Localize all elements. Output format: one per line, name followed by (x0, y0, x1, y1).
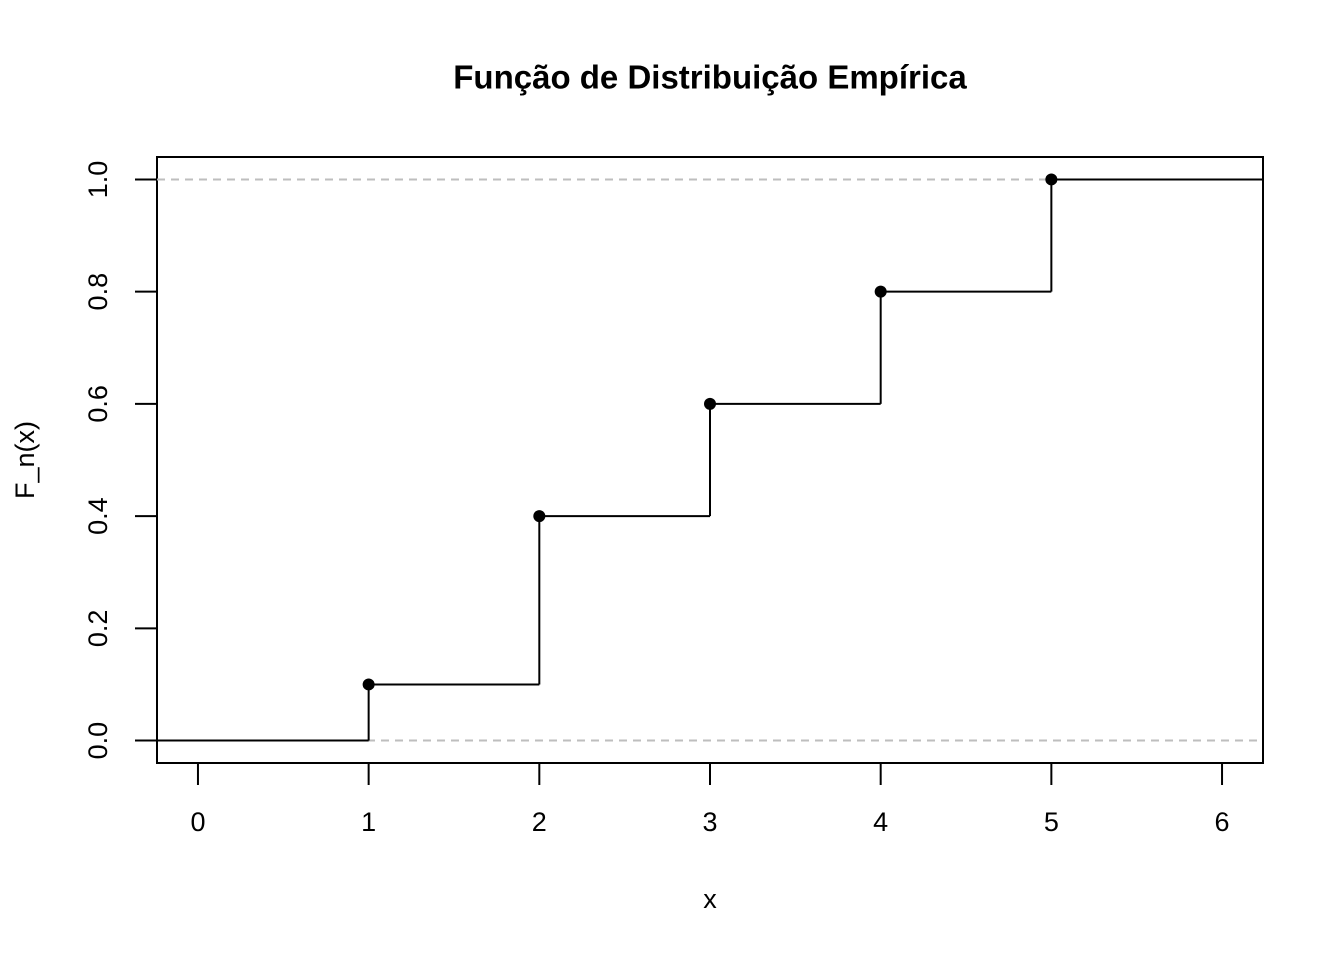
x-axis-label: x (703, 884, 717, 914)
chart-title: Função de Distribuição Empírica (453, 59, 967, 96)
x-tick-label: 2 (532, 807, 547, 837)
data-point (362, 678, 375, 691)
data-point (704, 397, 716, 410)
y-tick-label: 0.2 (83, 610, 113, 648)
y-tick-label: 0.4 (83, 497, 113, 535)
x-tick-label: 0 (190, 807, 205, 837)
x-tick-label: 5 (1044, 807, 1059, 837)
x-tick-label: 6 (1215, 807, 1230, 837)
data-point (533, 510, 546, 523)
y-tick-label: 1.0 (83, 161, 113, 199)
y-tick-label: 0.0 (83, 722, 113, 760)
x-tick-label: 3 (702, 807, 717, 837)
x-tick-label: 1 (361, 807, 376, 837)
data-point (874, 285, 887, 298)
y-tick-label: 0.8 (83, 273, 113, 311)
data-point (1045, 173, 1058, 186)
y-axis-label: F_n(x) (10, 421, 40, 499)
y-tick-label: 0.6 (83, 385, 113, 423)
x-tick-label: 4 (873, 807, 888, 837)
